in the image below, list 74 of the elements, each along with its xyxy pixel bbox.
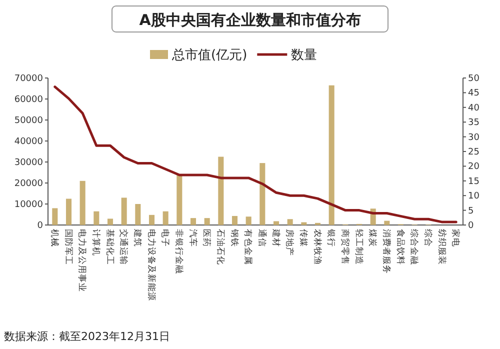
bar	[52, 208, 58, 225]
bar	[204, 218, 210, 225]
x-tick-label: 电力设备及新能源	[146, 229, 157, 301]
x-tick-label: 计算机	[90, 229, 102, 256]
bar	[107, 218, 114, 225]
bar	[328, 85, 334, 225]
y2-tick-label: 5	[468, 206, 474, 216]
x-tick-label: 建材	[270, 228, 282, 247]
x-tick-label: 国防军工	[62, 229, 74, 265]
x-tick-label: 房地产	[284, 229, 296, 256]
x-tick-label: 综合金融	[408, 229, 420, 265]
x-tick-label: 轻工制造	[353, 229, 364, 265]
x-tick-label: 商贸零售	[339, 229, 350, 265]
y2-tick-label: 10	[468, 192, 480, 202]
y2-tick-label: 30	[468, 132, 480, 143]
x-tick-label: 建筑	[132, 228, 143, 247]
bar	[384, 220, 390, 225]
x-tick-label: 非银行金融	[173, 229, 184, 274]
y-tick-label: 10000	[14, 200, 44, 210]
x-tick-label: 基础化工	[104, 229, 116, 265]
bar	[80, 180, 86, 225]
x-tick-label: 钢铁	[228, 228, 240, 247]
x-tick-label: 银行	[326, 228, 337, 247]
x-tick-label: 传媒	[298, 229, 309, 247]
y-tick-label: 50000	[14, 116, 44, 126]
y-tick-label: 20000	[14, 179, 44, 189]
y-tick-label: 40000	[14, 137, 44, 147]
x-tick-label: 纺织服装	[436, 229, 448, 265]
bar	[232, 216, 238, 225]
y-tick-label: 60000	[14, 95, 44, 105]
y2-tick-label: 20	[468, 162, 480, 172]
x-tick-label: 消费者服务	[380, 229, 392, 274]
x-tick-label: 食品饮料	[394, 229, 406, 265]
legend-label: 总市值(亿元)	[171, 48, 248, 63]
bar	[190, 218, 196, 225]
y2-tick-label: 45	[468, 88, 480, 99]
bar	[66, 198, 72, 225]
x-tick-label: 有色金属	[242, 229, 254, 265]
x-tick-label: 机械	[48, 229, 60, 247]
bar	[135, 204, 141, 225]
y2-tick-label: 40	[468, 103, 480, 114]
y-tick-label: 0	[37, 221, 44, 231]
x-tick-label: 汽车	[187, 229, 198, 247]
bar	[162, 211, 168, 225]
x-tick-label: 农林牧渔	[312, 229, 323, 265]
bar	[94, 211, 100, 225]
y2-tick-label: 15	[468, 176, 480, 187]
bar	[301, 222, 307, 225]
chart-title: A股中央国有企业数量和市值分布	[139, 11, 361, 29]
bar	[260, 163, 266, 225]
source-note: 数据来源：截至2023年12月31日	[4, 330, 170, 343]
legend-label: 数量	[291, 48, 318, 63]
x-tick-label: 通信	[256, 229, 268, 247]
x-tick-label: 电子	[160, 229, 171, 247]
bar	[287, 219, 293, 225]
bar	[273, 221, 280, 225]
x-tick-label: 交通运输	[118, 229, 130, 265]
x-tick-label: 家电	[450, 229, 462, 247]
x-tick-label: 电力及公用事业	[76, 229, 88, 292]
x-tick-label: 煤炭	[367, 229, 378, 247]
y2-tick-label: 0	[468, 221, 474, 231]
y2-tick-label: 50	[468, 74, 480, 84]
bar	[246, 216, 252, 225]
bar	[148, 214, 155, 225]
y2-tick-label: 25	[468, 148, 480, 158]
bar	[176, 174, 182, 225]
x-tick-label: 石油石化	[214, 229, 226, 265]
y-tick-label: 70000	[14, 74, 44, 84]
bar	[218, 156, 224, 225]
x-tick-label: 医药	[201, 229, 212, 247]
y2-tick-label: 35	[468, 118, 480, 128]
bar	[121, 198, 127, 225]
y-tick-label: 30000	[14, 158, 44, 168]
x-tick-label: 综合	[422, 229, 434, 247]
